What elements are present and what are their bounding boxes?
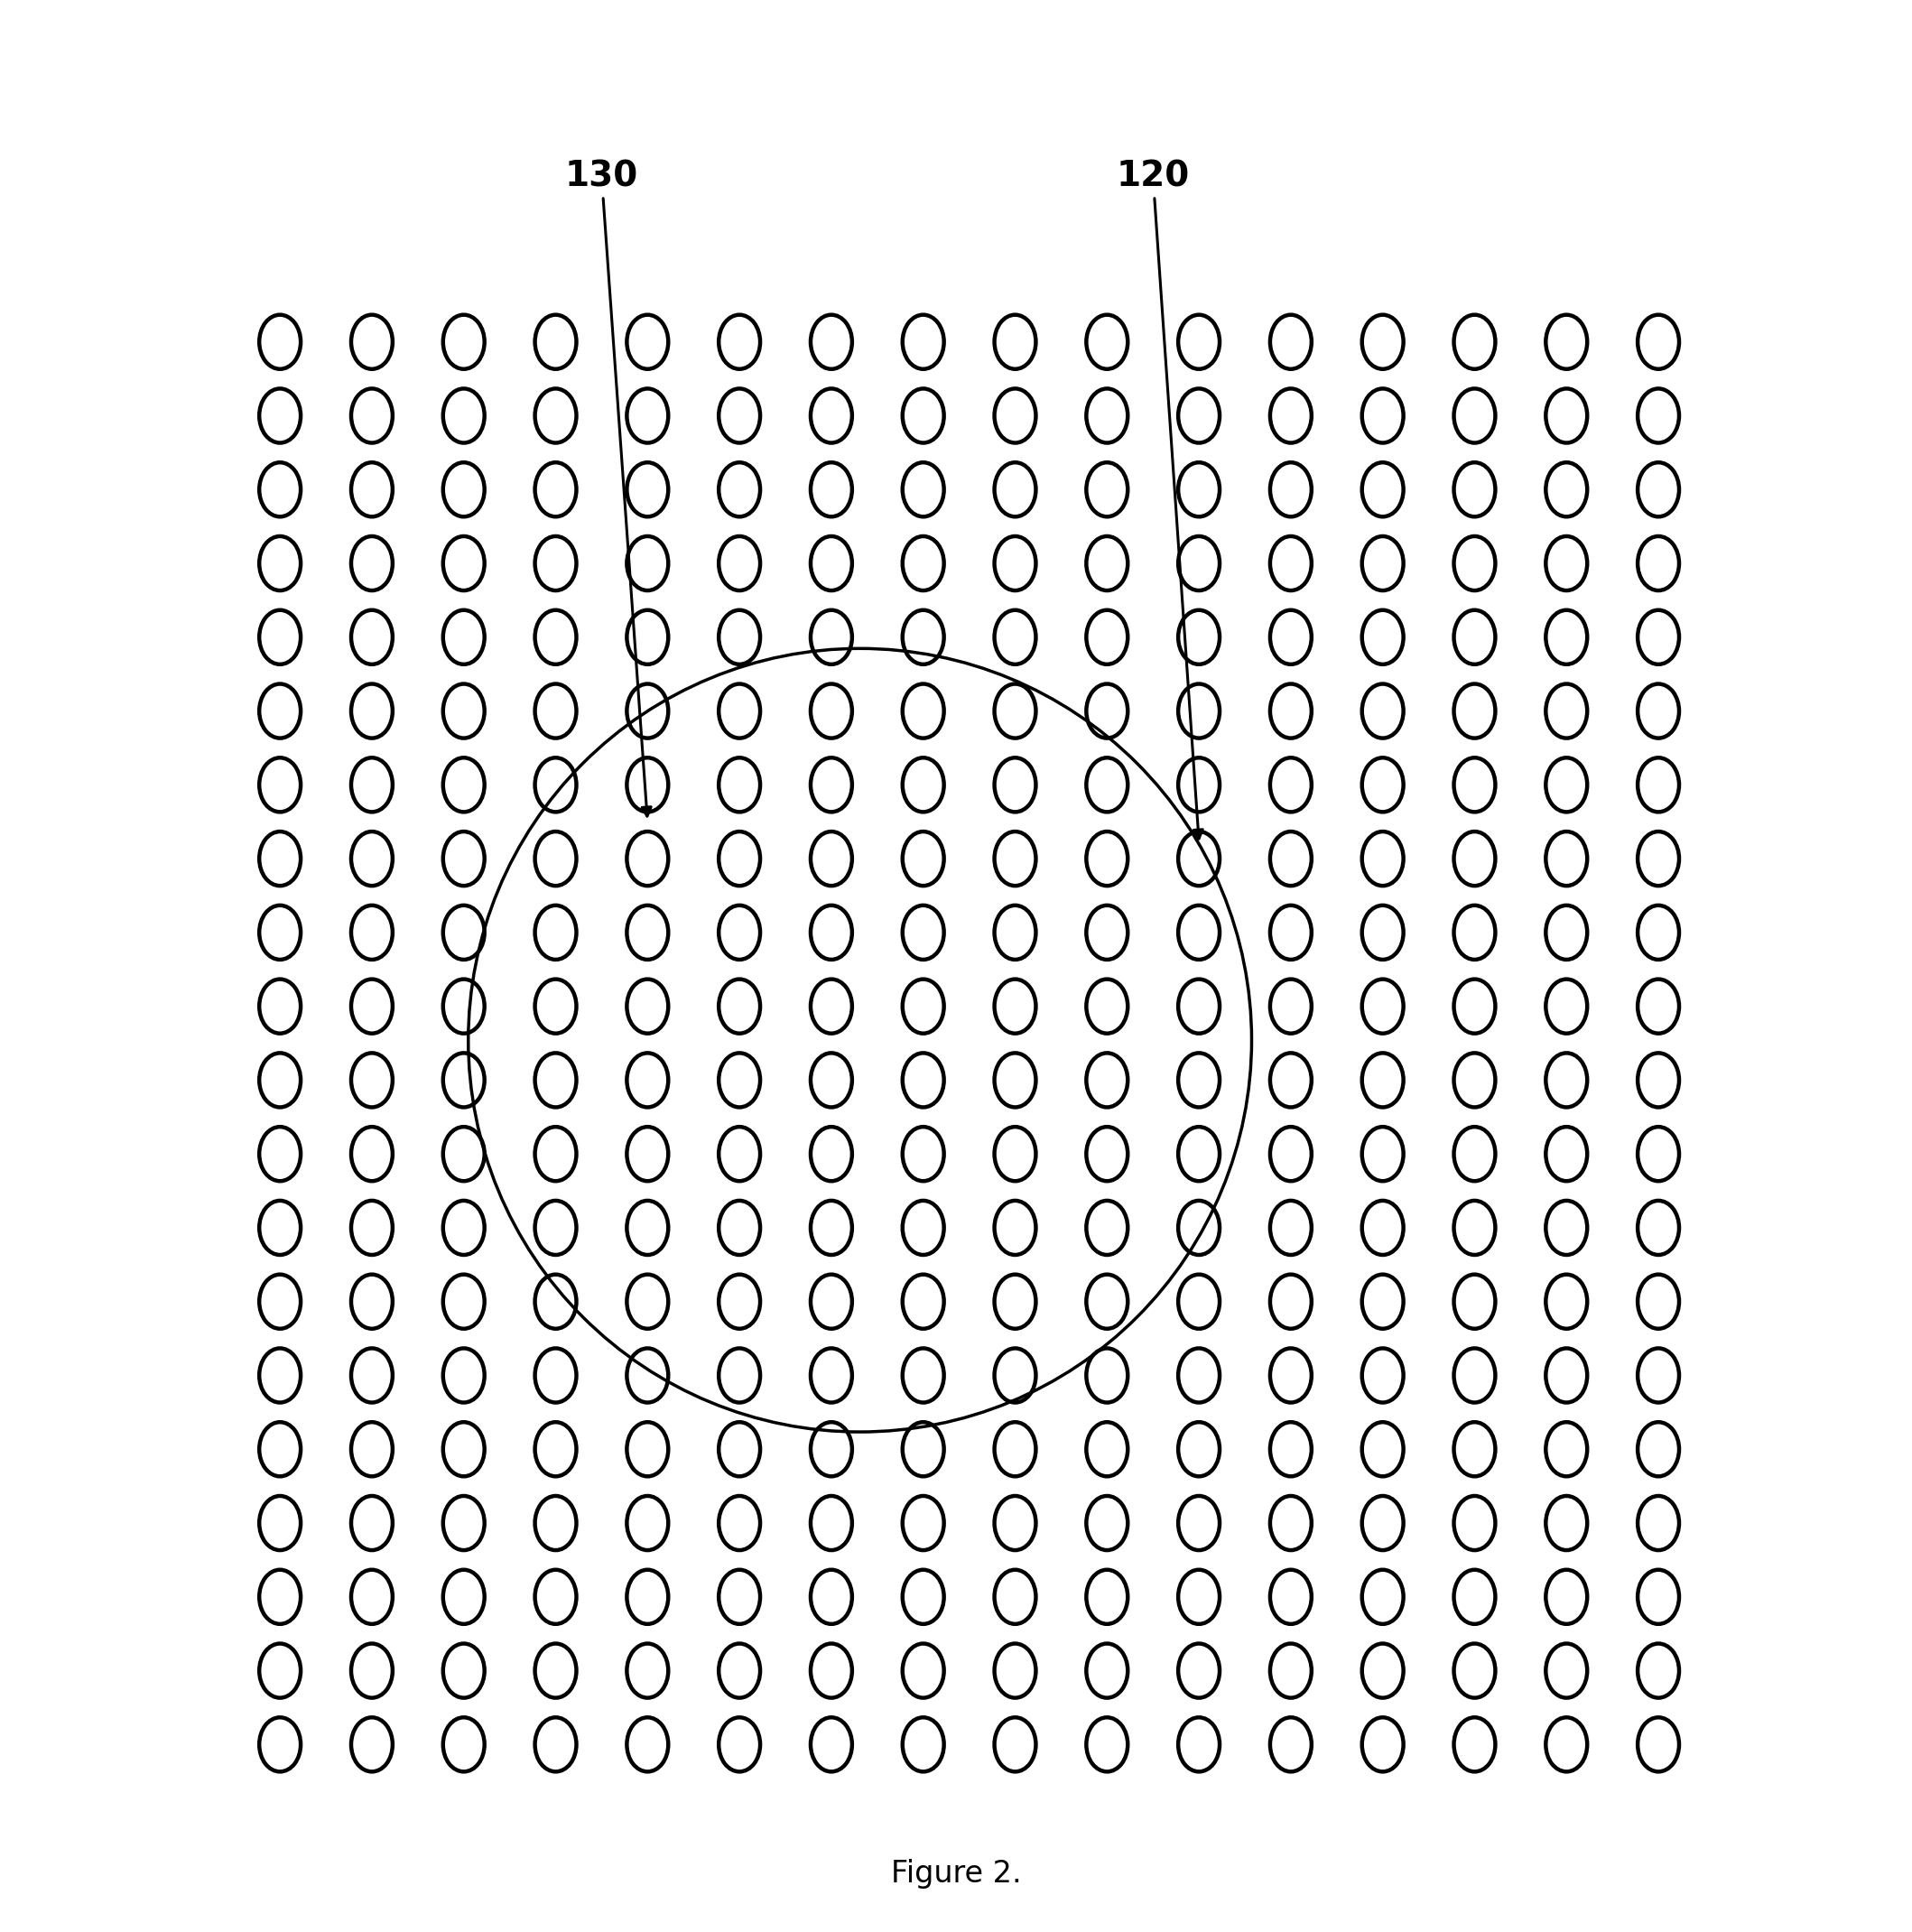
Text: Figure 2.: Figure 2.: [891, 1859, 1021, 1889]
Text: 130: 130: [564, 158, 650, 815]
Text: 120: 120: [1117, 158, 1203, 838]
